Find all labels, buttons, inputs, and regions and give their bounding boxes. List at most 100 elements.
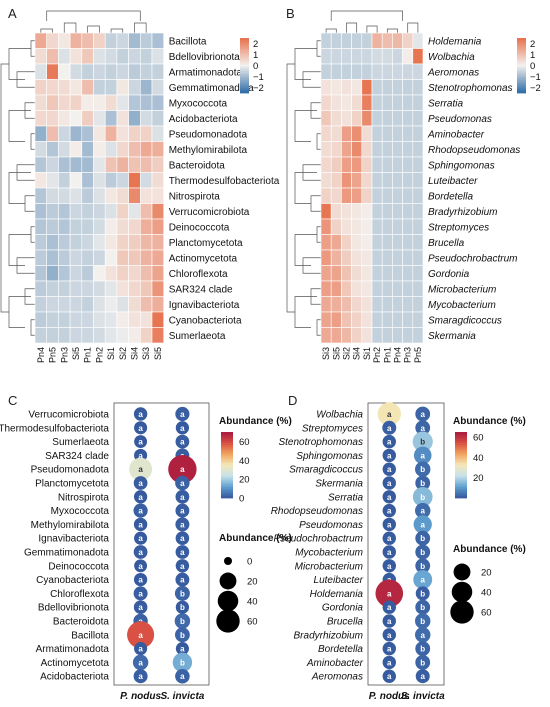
heatmap-cell <box>392 249 403 266</box>
size-legend-dot <box>219 572 237 590</box>
column-label-pn5: Pn5 <box>48 347 58 363</box>
heatmap-cell <box>392 234 403 251</box>
legend-swatch <box>517 42 526 45</box>
row-label-bradyrhizobium: Bradyrhizobium <box>428 207 497 218</box>
heatmap-cell <box>361 203 373 220</box>
heatmap-cell <box>34 280 47 297</box>
legend-swatch <box>455 454 467 457</box>
heatmap-cell <box>46 218 59 235</box>
heatmap-cell <box>381 187 393 204</box>
heatmap-cell <box>58 203 71 220</box>
legend-swatch <box>221 458 233 461</box>
heatmap-cell <box>320 48 332 65</box>
heatmap-cell <box>371 32 383 49</box>
heatmap-cell <box>320 218 332 235</box>
bubble <box>129 457 153 481</box>
legend-swatch <box>455 467 467 470</box>
dendrogram-branch <box>40 28 53 33</box>
heatmap-cell <box>392 94 403 111</box>
heatmap-cell <box>151 187 164 204</box>
heatmap-cell <box>341 296 352 313</box>
dendrogram-branch <box>286 63 295 313</box>
legend-swatch <box>240 77 249 81</box>
heatmap-cell <box>34 48 47 65</box>
bubble <box>382 559 396 573</box>
row-label-acidobacteriota: Acidobacteriota <box>169 114 238 125</box>
heatmap-cell <box>381 63 393 80</box>
heatmap-cell <box>81 218 94 235</box>
heatmap-cell <box>330 48 342 65</box>
heatmap-cell <box>151 296 164 313</box>
legend-swatch <box>455 451 467 455</box>
heatmap-cell <box>402 63 414 80</box>
bubble <box>382 448 396 463</box>
dendrogram-branch <box>8 110 31 142</box>
heatmap-cell <box>104 141 118 158</box>
bubble <box>175 545 190 559</box>
heatmap-cell <box>320 311 332 328</box>
bubble <box>133 490 148 504</box>
legend-swatch <box>221 440 233 444</box>
heatmap-cell <box>140 249 153 266</box>
heatmap-cell <box>69 187 83 204</box>
legend-swatch <box>240 55 249 59</box>
row-label-pseudochrobactrum: Pseudochrobactrum <box>428 253 518 264</box>
heatmap-cell <box>381 218 393 235</box>
heatmap-cell <box>412 110 424 127</box>
size-legend-label: 60 <box>247 617 258 628</box>
heatmap-cell <box>361 249 373 266</box>
heatmap-cell <box>361 218 373 235</box>
heatmap-cell <box>69 203 83 220</box>
heatmap-cell <box>34 141 47 158</box>
significance-letter: a <box>180 493 185 502</box>
size-legend-dot <box>453 563 471 581</box>
significance-letter: a <box>138 562 143 571</box>
row-label-pseudomonadota: Pseudomonadota <box>31 465 110 476</box>
heatmap-cell <box>320 249 332 266</box>
heatmap-cell <box>330 234 342 251</box>
heatmap-cell <box>151 203 164 220</box>
column-label-si5: Si5 <box>71 347 81 360</box>
heatmap-cell <box>140 187 153 204</box>
significance-letter: b <box>420 645 425 654</box>
size-legend-label: 60 <box>481 608 492 619</box>
heatmap-cell <box>361 94 373 111</box>
legend-swatch <box>221 432 233 435</box>
heatmap-cell <box>93 125 106 142</box>
heatmap-cell <box>140 203 153 220</box>
legend-swatch <box>221 493 233 497</box>
heatmap-cell <box>330 156 342 173</box>
heatmap-cell <box>116 32 129 49</box>
heatmap-cell <box>151 327 164 344</box>
heatmap-cell <box>93 48 106 65</box>
heatmap-cell <box>69 94 83 111</box>
heatmap-cell <box>81 63 94 80</box>
legend-swatch <box>517 44 526 48</box>
legend-tick-label: −1 <box>253 72 264 83</box>
bubble <box>382 476 396 490</box>
significance-letter: a <box>180 576 185 585</box>
column-label-pn1: Pn1 <box>83 347 93 363</box>
significance-letter: a <box>387 451 392 460</box>
legend-swatch <box>517 51 526 54</box>
heatmap-cell <box>371 125 383 142</box>
heatmap-cell <box>412 48 424 65</box>
bubble <box>175 421 190 435</box>
panel-letter-c: C <box>8 393 17 408</box>
legend-swatch <box>221 476 233 479</box>
significance-letter: b <box>420 658 425 667</box>
color-legend: 210−1−2 <box>517 38 541 94</box>
heatmap-cell <box>128 280 141 297</box>
legend-swatch <box>240 86 249 89</box>
legend-swatch <box>221 469 233 472</box>
heatmap-cell <box>151 218 164 235</box>
row-label-serratia: Serratia <box>328 492 363 503</box>
heatmap-cell <box>46 156 59 173</box>
heatmap-cell <box>128 79 141 96</box>
row-label-pseudomonas: Pseudomonas <box>428 114 492 125</box>
heatmap-cell <box>341 156 352 173</box>
heatmap-cell <box>412 125 424 142</box>
legend-tick-label: 1 <box>530 50 535 61</box>
row-label-mycobacterium: Mycobacterium <box>295 548 363 559</box>
heatmap-cell <box>392 187 403 204</box>
